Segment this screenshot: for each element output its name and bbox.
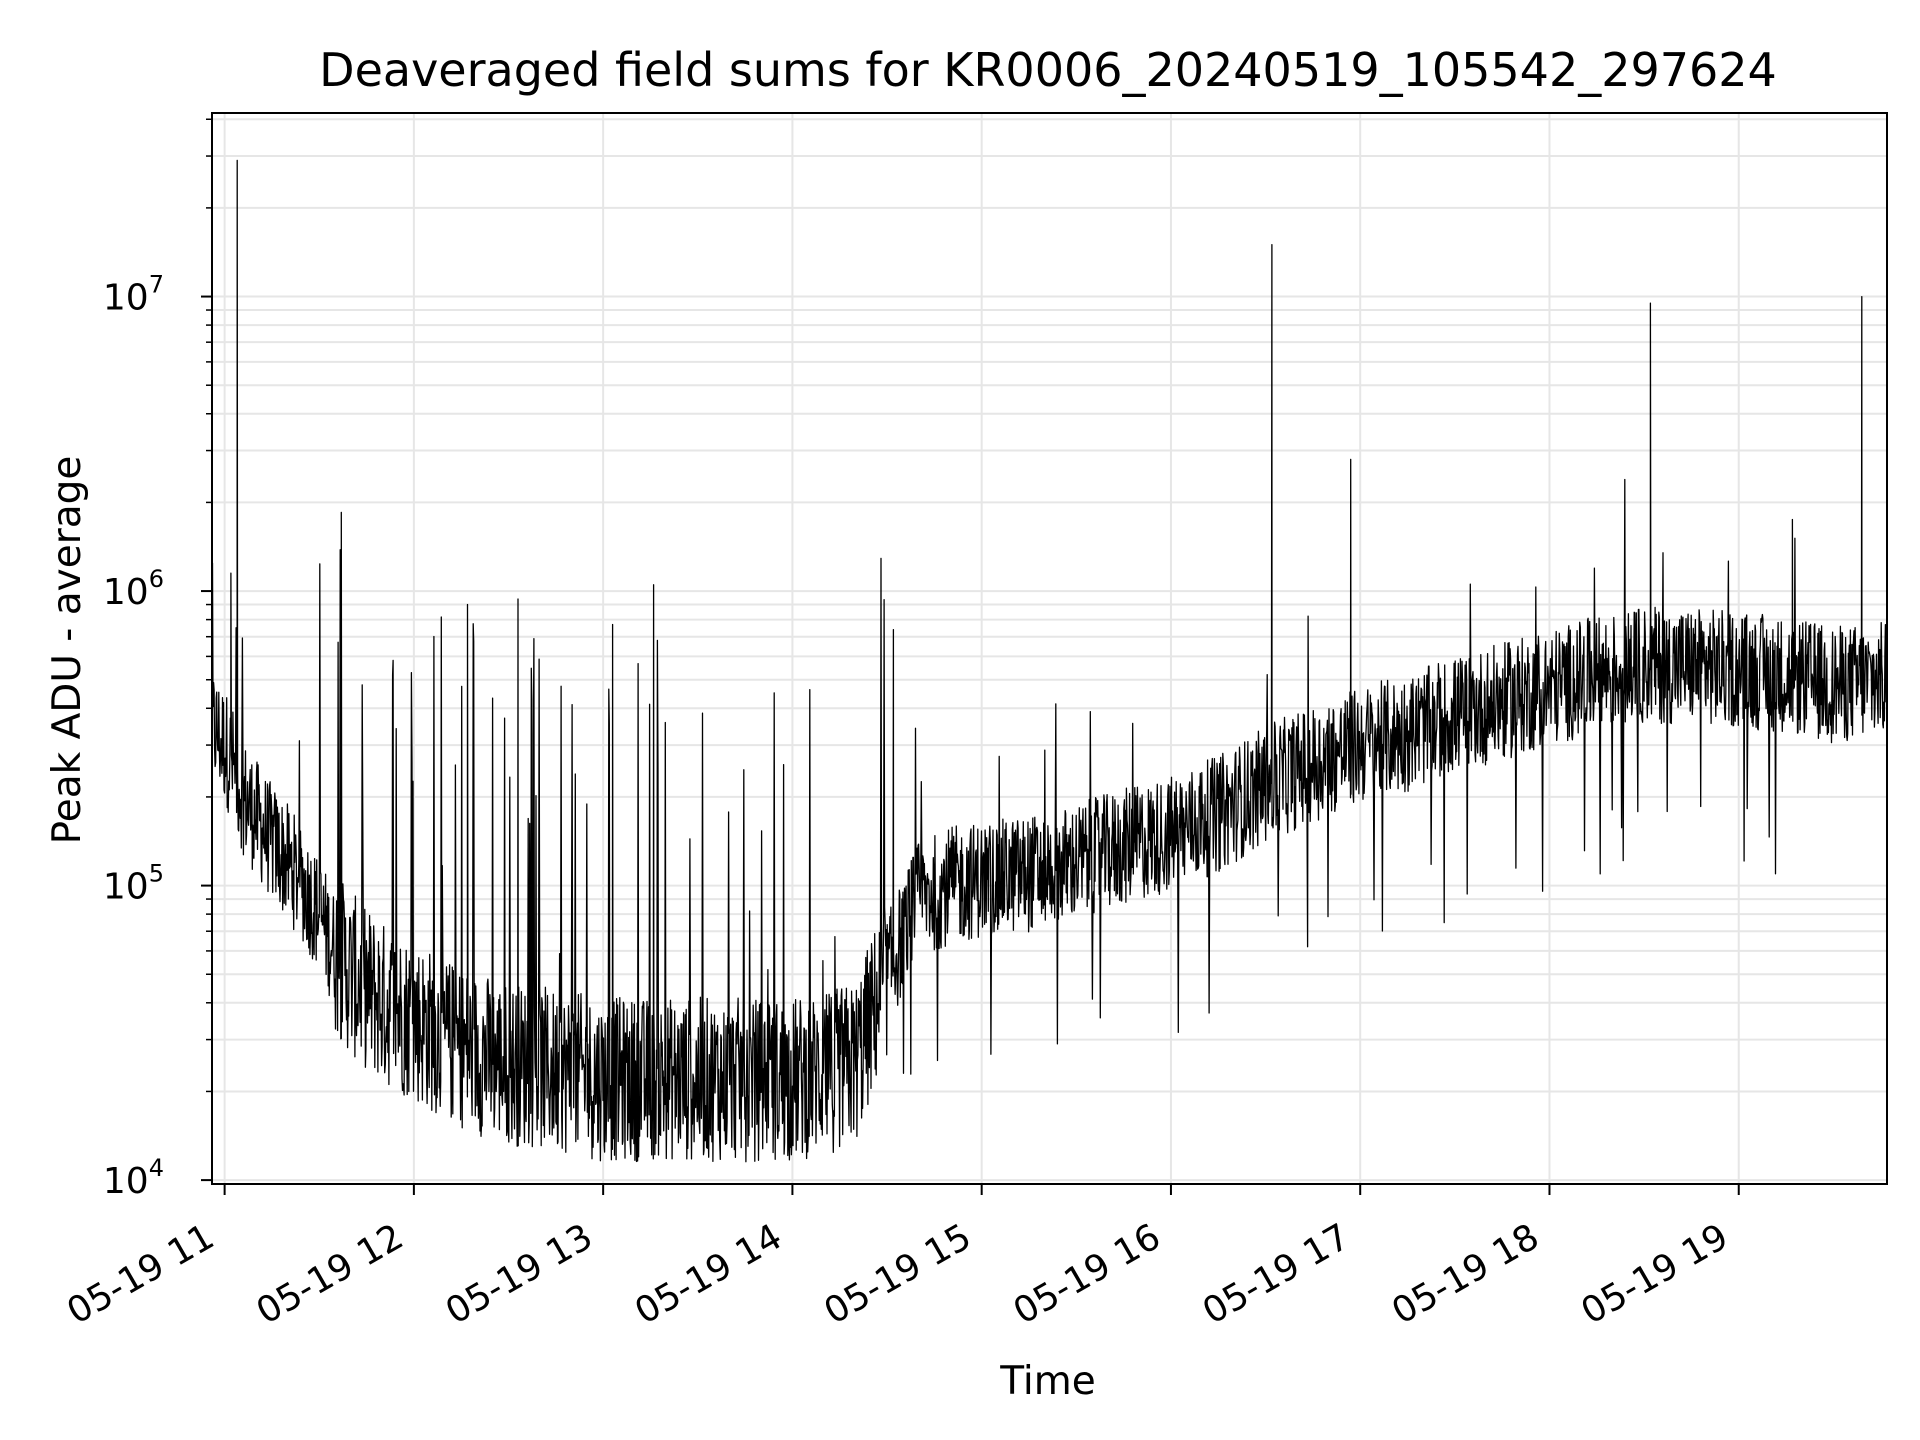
series-group [211, 159, 1888, 1163]
x-axis-label: Time [999, 1359, 1095, 1404]
y-axis-label: Peak ADU - average [45, 456, 90, 845]
plot-frame [211, 112, 1888, 1185]
series-line [211, 159, 1888, 1163]
chart-title: Deaveraged field sums for KR0006_2024051… [319, 43, 1777, 97]
